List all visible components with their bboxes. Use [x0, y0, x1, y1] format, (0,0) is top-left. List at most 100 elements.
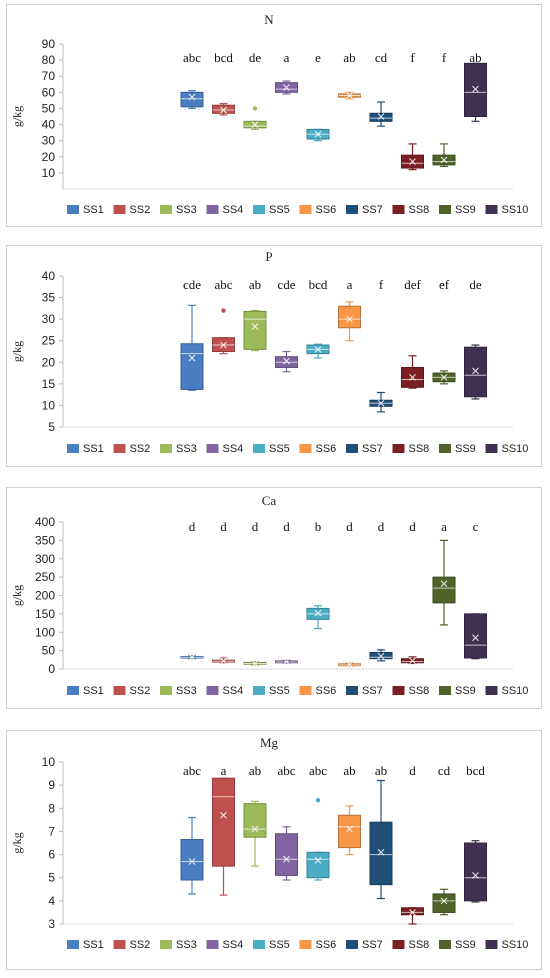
box-iqr — [432, 576, 456, 604]
legend-label: SS6 — [316, 939, 337, 951]
significance-letter: a — [221, 763, 227, 778]
legend-swatch — [392, 205, 405, 214]
legend-label: SS8 — [409, 443, 430, 455]
y-tick-label: 5 — [48, 871, 55, 885]
box-iqr — [212, 104, 235, 114]
mean-marker — [440, 580, 448, 588]
box-ss7 — [369, 391, 393, 413]
mean-marker — [251, 323, 259, 330]
y-tick-label: 400 — [35, 515, 55, 529]
box-ss1 — [180, 816, 204, 895]
legend-swatch — [67, 686, 79, 695]
significance-letter: ab — [375, 763, 387, 778]
significance-letter: ef — [439, 277, 450, 292]
legend: SS1 SS2 SS3 SS4 SS5 SS6 SS7 SS8 SS9 SS10 — [67, 443, 528, 455]
significance-letter: bcd — [214, 50, 233, 65]
legend-label: SS3 — [176, 443, 197, 455]
box-ss3 — [243, 800, 267, 867]
legend-label: SS7 — [362, 443, 383, 455]
box-iqr — [432, 893, 456, 913]
chart-title: Ca — [262, 493, 277, 508]
y-tick-label: 7 — [48, 824, 55, 838]
mean-marker — [440, 897, 448, 905]
mean-marker — [409, 373, 416, 381]
mean-marker — [377, 652, 385, 660]
box-ss1 — [180, 304, 204, 391]
box-plot-svg: Ng/kg 10 20 30 40 50 60 70 80 90 abc bcd de a e ab cd f f a… — [10, 12, 528, 216]
y-axis-label: g/kg — [10, 341, 24, 362]
box-ss5 — [306, 797, 330, 881]
box-iqr — [275, 833, 298, 876]
legend-label: SS8 — [409, 939, 430, 951]
mean-marker — [251, 825, 259, 833]
significance-letter: f — [379, 277, 384, 292]
y-tick-label: 30 — [42, 312, 56, 326]
legend-swatch — [113, 444, 126, 453]
y-tick-label: 4 — [48, 894, 55, 908]
significance-letter: d — [409, 519, 416, 534]
box-ss6 — [338, 301, 361, 342]
box-ss9 — [432, 143, 456, 168]
mean-marker — [346, 92, 353, 99]
legend-label: SS7 — [362, 685, 383, 697]
legend-label: SS2 — [130, 939, 151, 951]
significance-letter: cd — [375, 50, 388, 65]
y-tick-label: 90 — [42, 37, 56, 51]
legend-swatch — [346, 444, 358, 453]
significance-letter: d — [252, 519, 259, 534]
legend-swatch — [206, 444, 219, 453]
mean-marker — [346, 315, 353, 323]
legend-label: SS7 — [362, 939, 383, 951]
significance-letter: cde — [183, 277, 201, 292]
significance-letter: e — [315, 50, 321, 65]
box-iqr — [243, 310, 267, 350]
y-tick-label: 3 — [48, 917, 55, 931]
significance-letter: a — [347, 277, 353, 292]
legend-label: SS3 — [176, 939, 197, 951]
legend-label: SS4 — [223, 443, 244, 455]
significance-letter: def — [404, 277, 421, 292]
box-ss2 — [212, 308, 235, 355]
legend-swatch — [485, 940, 498, 949]
box-ss5 — [306, 343, 330, 359]
significance-letter: d — [409, 763, 416, 778]
box-ss5 — [306, 128, 330, 142]
legend-swatch — [253, 205, 265, 214]
legend-label: SS3 — [176, 685, 197, 697]
outlier-point — [221, 308, 226, 313]
mean-marker — [409, 158, 416, 165]
significance-letter: f — [410, 50, 415, 65]
significance-letter: cd — [438, 763, 451, 778]
outlier-point — [315, 797, 321, 803]
legend-swatch — [439, 205, 451, 214]
legend-swatch — [346, 205, 358, 214]
y-tick-label: 350 — [35, 533, 55, 547]
legend-swatch — [160, 444, 172, 453]
mean-marker — [251, 121, 259, 128]
y-tick-label: 100 — [35, 625, 55, 639]
y-tick-label: 6 — [48, 848, 55, 862]
mean-marker — [283, 658, 290, 666]
box-ss6 — [338, 661, 361, 668]
legend-swatch — [160, 686, 172, 695]
legend-swatch — [299, 444, 312, 453]
mean-marker — [220, 341, 227, 349]
significance-letter: de — [249, 50, 262, 65]
box-ss3 — [243, 106, 267, 130]
legend-label: SS4 — [223, 685, 244, 697]
box-ss2 — [212, 777, 235, 896]
significance-letter: abc — [183, 763, 201, 778]
box-iqr — [180, 91, 204, 108]
y-tick-label: 40 — [42, 118, 56, 132]
significance-letter: d — [378, 519, 385, 534]
box-ss9 — [432, 370, 456, 385]
legend-label: SS9 — [455, 939, 476, 951]
box-ss3 — [243, 309, 267, 352]
legend-label: SS5 — [269, 939, 290, 951]
mean-marker — [283, 855, 290, 863]
box-iqr — [369, 821, 393, 886]
significance-letter: d — [283, 519, 290, 534]
legend-swatch — [253, 444, 265, 453]
legend-swatch — [439, 686, 451, 695]
legend-label: SS2 — [130, 204, 151, 216]
